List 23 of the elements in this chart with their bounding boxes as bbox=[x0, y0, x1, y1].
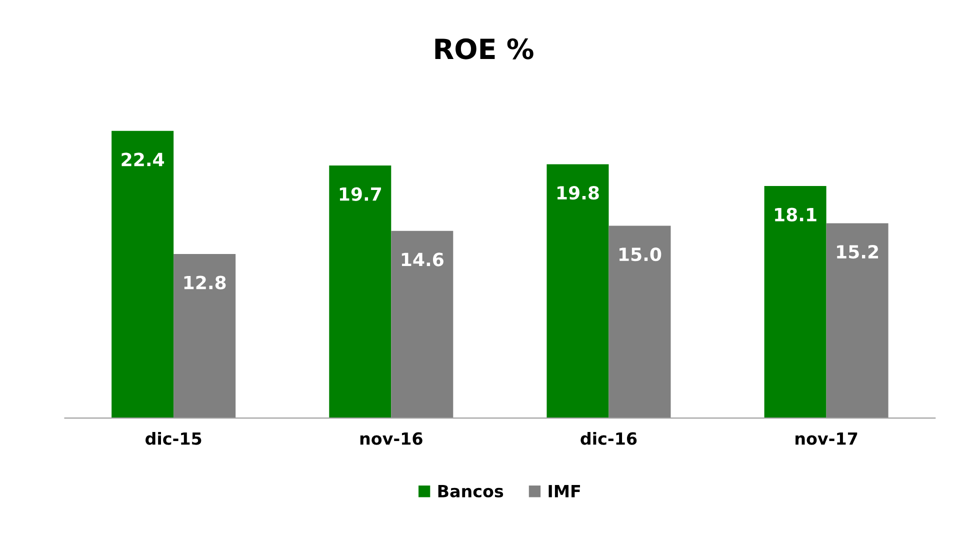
data-label: 12.8 bbox=[184, 276, 226, 290]
bar bbox=[608, 226, 671, 418]
data-label: 22.4 bbox=[122, 152, 164, 166]
x-tick-label: dic-16 bbox=[580, 432, 637, 445]
x-tick-label: dic-15 bbox=[146, 432, 202, 445]
data-label: 19.8 bbox=[557, 186, 599, 200]
data-label: 15.0 bbox=[619, 248, 662, 262]
bar bbox=[391, 230, 454, 418]
bar bbox=[329, 166, 392, 418]
data-label: 14.6 bbox=[402, 252, 444, 266]
legend-label: IMF bbox=[548, 485, 580, 498]
legend-label: Bancos bbox=[438, 485, 504, 498]
bar bbox=[764, 186, 826, 418]
x-tick-label: nov-17 bbox=[796, 432, 858, 445]
chart-title: ROE % bbox=[435, 38, 534, 60]
x-tick-label: nov-16 bbox=[360, 432, 422, 445]
bar bbox=[826, 223, 888, 418]
bar bbox=[546, 164, 609, 418]
data-label: 18.1 bbox=[775, 208, 816, 222]
bar bbox=[112, 130, 174, 418]
data-label: 19.7 bbox=[340, 187, 381, 201]
bar bbox=[174, 254, 236, 418]
data-label: 15.2 bbox=[837, 244, 878, 259]
